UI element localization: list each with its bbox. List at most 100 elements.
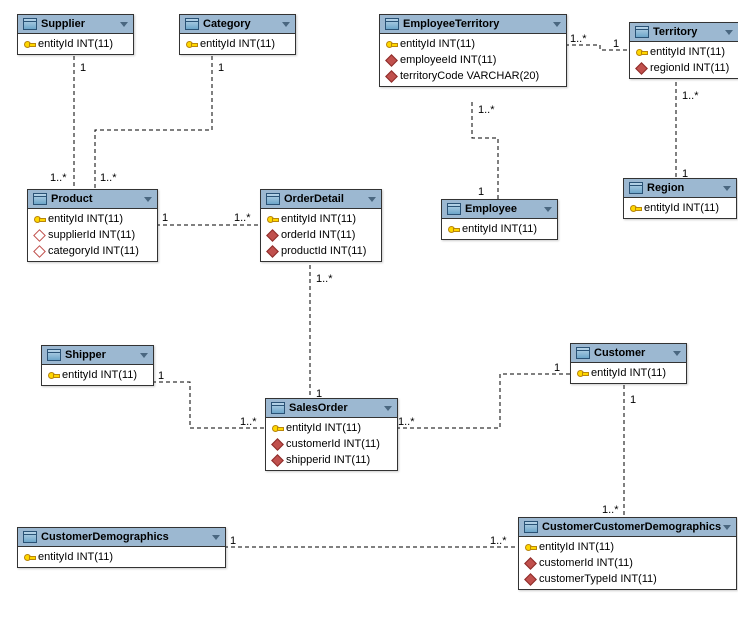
chevron-down-icon[interactable] — [368, 197, 376, 202]
table-icon — [271, 402, 285, 414]
entity-header[interactable]: Employee — [442, 200, 557, 219]
entity-header[interactable]: Territory — [630, 23, 738, 42]
fk-filled-icon — [266, 229, 279, 242]
entity-title: Territory — [653, 26, 697, 38]
field-text: orderId INT(11) — [281, 229, 355, 241]
entity-customerDemographics[interactable]: CustomerDemographics entityId INT(11) — [17, 527, 226, 568]
entity-header[interactable]: Customer — [571, 344, 686, 363]
fk-filled-icon — [524, 557, 537, 570]
table-icon — [185, 18, 199, 30]
entity-title: CustomerCustomerDemographics — [542, 521, 721, 533]
fk-filled-icon — [271, 454, 284, 467]
entity-header[interactable]: OrderDetail — [261, 190, 381, 209]
entity-customerCustomerDemographics[interactable]: CustomerCustomerDemographicsentityId INT… — [518, 517, 737, 590]
cardinality-label: 1..* — [478, 104, 495, 116]
entity-header[interactable]: CustomerCustomerDemographics — [519, 518, 736, 537]
chevron-down-icon[interactable] — [282, 22, 290, 27]
fk-empty-icon — [33, 245, 46, 258]
field-text: entityId INT(11) — [281, 213, 356, 225]
field-row: entityId INT(11) — [180, 36, 295, 52]
chevron-down-icon[interactable] — [384, 406, 392, 411]
entity-orderDetail[interactable]: OrderDetail entityId INT(11) orderId INT(1… — [260, 189, 382, 262]
field-text: entityId INT(11) — [38, 38, 113, 50]
entity-header[interactable]: EmployeeTerritory — [380, 15, 566, 34]
cardinality-label: 1..* — [50, 172, 67, 184]
table-icon — [447, 203, 461, 215]
entity-header[interactable]: Supplier — [18, 15, 133, 34]
table-icon — [266, 193, 280, 205]
chevron-down-icon[interactable] — [212, 535, 220, 540]
cardinality-label: 1 — [218, 62, 224, 74]
key-icon — [24, 39, 34, 49]
field-text: customerTypeId INT(11) — [539, 573, 657, 585]
cardinality-label: 1 — [158, 370, 164, 382]
entity-customer[interactable]: CustomerentityId INT(11) — [570, 343, 687, 384]
cardinality-label: 1 — [682, 168, 688, 180]
entity-header[interactable]: SalesOrder — [266, 399, 397, 418]
fk-filled-icon — [271, 438, 284, 451]
chevron-down-icon[interactable] — [723, 186, 731, 191]
entity-body: entityId INT(11) employeeId INT(11) territ… — [380, 34, 566, 86]
entity-header[interactable]: Region — [624, 179, 736, 198]
chevron-down-icon[interactable] — [544, 207, 552, 212]
entity-supplier[interactable]: Supplier entityId INT(11) — [17, 14, 134, 55]
field-row: entityId INT(11) — [42, 367, 153, 383]
entity-employeeTerritory[interactable]: EmployeeTerritory entityId INT(11) employe… — [379, 14, 567, 87]
table-icon — [524, 521, 538, 533]
field-row: territoryCode VARCHAR(20) — [380, 68, 566, 84]
chevron-down-icon[interactable] — [553, 22, 561, 27]
table-icon — [629, 182, 643, 194]
entity-header[interactable]: Shipper — [42, 346, 153, 365]
cardinality-label: 1..* — [234, 212, 251, 224]
field-text: entityId INT(11) — [200, 38, 275, 50]
entity-title: OrderDetail — [284, 193, 344, 205]
field-text: supplierId INT(11) — [48, 229, 135, 241]
field-text: entityId INT(11) — [38, 551, 113, 563]
chevron-down-icon[interactable] — [120, 22, 128, 27]
entity-title: Product — [51, 193, 93, 205]
entity-title: SalesOrder — [289, 402, 348, 414]
entity-product[interactable]: ProductentityId INT(11)supplierId INT(11… — [27, 189, 158, 262]
fk-empty-icon — [33, 229, 46, 242]
field-text: employeeId INT(11) — [400, 54, 496, 66]
table-icon — [23, 18, 37, 30]
key-icon — [386, 39, 396, 49]
cardinality-label: 1 — [80, 62, 86, 74]
chevron-down-icon[interactable] — [723, 525, 731, 530]
entity-body: entityId INT(11) — [42, 365, 153, 385]
chevron-down-icon[interactable] — [140, 353, 148, 358]
entity-body: entityId INT(11) — [18, 547, 225, 567]
entity-body: entityId INT(11) — [180, 34, 295, 54]
key-icon — [448, 224, 458, 234]
entity-region[interactable]: RegionentityId INT(11) — [623, 178, 737, 219]
entity-employee[interactable]: Employee entityId INT(11) — [441, 199, 558, 240]
table-icon — [385, 18, 399, 30]
cardinality-label: 1..* — [570, 33, 587, 45]
chevron-down-icon[interactable] — [144, 197, 152, 202]
entity-title: EmployeeTerritory — [403, 18, 499, 30]
key-icon — [636, 47, 646, 57]
entity-header[interactable]: Category — [180, 15, 295, 34]
chevron-down-icon[interactable] — [725, 30, 733, 35]
field-row: entityId INT(11) — [380, 36, 566, 52]
entity-header[interactable]: Product — [28, 190, 157, 209]
key-icon — [525, 542, 535, 552]
field-row: entityId INT(11) — [18, 549, 225, 565]
cardinality-label: 1..* — [100, 172, 117, 184]
entity-territory[interactable]: TerritoryentityId INT(11)regionId INT(11… — [629, 22, 738, 79]
entity-shipper[interactable]: Shipper entityId INT(11) — [41, 345, 154, 386]
field-row: entityId INT(11) — [442, 221, 557, 237]
key-icon — [630, 203, 640, 213]
key-icon — [272, 423, 282, 433]
field-text: productId INT(11) — [281, 245, 366, 257]
table-icon — [23, 531, 37, 543]
key-icon — [267, 214, 277, 224]
entity-header[interactable]: CustomerDemographics — [18, 528, 225, 547]
entity-title: CustomerDemographics — [41, 531, 169, 543]
field-row: entityId INT(11) — [630, 44, 738, 60]
chevron-down-icon[interactable] — [673, 351, 681, 356]
entity-category[interactable]: Category entityId INT(11) — [179, 14, 296, 55]
relationship-line — [396, 374, 570, 428]
entity-salesOrder[interactable]: SalesOrderentityId INT(11)customerId INT… — [265, 398, 398, 471]
entity-body: entityId INT(11) — [18, 34, 133, 54]
